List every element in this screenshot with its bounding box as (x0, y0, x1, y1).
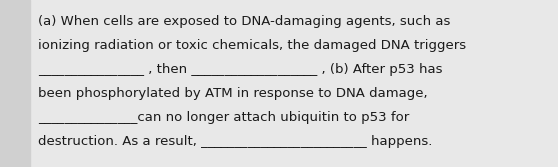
Bar (0, 0, 30, 167)
Text: destruction. As a result, _________________________ happens.: destruction. As a result, ______________… (38, 135, 432, 148)
Text: (a) When cells are exposed to DNA-damaging agents, such as: (a) When cells are exposed to DNA-damagi… (38, 16, 450, 29)
Text: _______________can no longer attach ubiquitin to p53 for: _______________can no longer attach ubiq… (38, 112, 409, 125)
Text: been phosphorylated by ATM in response to DNA damage,: been phosphorylated by ATM in response t… (38, 88, 427, 101)
Text: ________________ , then ___________________ , (b) After p53 has: ________________ , then ________________… (38, 63, 442, 76)
Text: ionizing radiation or toxic chemicals, the damaged DNA triggers: ionizing radiation or toxic chemicals, t… (38, 40, 466, 52)
